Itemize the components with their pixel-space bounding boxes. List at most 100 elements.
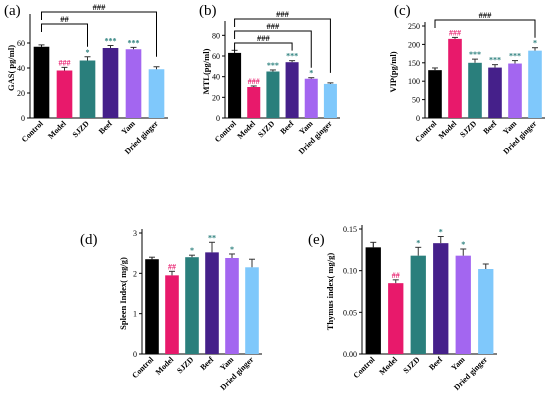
y-tick-label: 20	[17, 89, 25, 98]
significance-label: ###	[59, 58, 71, 67]
bar-beef	[433, 243, 449, 354]
significance-label: ***	[105, 37, 117, 46]
significance-label: ***	[286, 52, 298, 61]
significance-label: *	[416, 238, 420, 247]
panel-label: (e)	[308, 232, 325, 248]
comparison-bracket	[234, 18, 331, 73]
comparison-bracket	[234, 42, 293, 51]
significance-label: ##	[392, 271, 400, 280]
y-tick-label: 0	[216, 114, 220, 123]
significance-label: **	[208, 233, 216, 242]
y-tick-label: 100	[408, 77, 420, 86]
y-axis-label: Thymus index( mg/g)	[325, 253, 335, 331]
category-label: Beef	[481, 119, 498, 136]
y-tick-label: 0	[133, 350, 137, 359]
significance-label: *	[309, 69, 313, 78]
bar-dried-ginger	[245, 267, 259, 354]
bracket-label: ###	[93, 2, 107, 12]
y-tick-label: 0	[416, 114, 420, 123]
y-tick-label: 1	[133, 310, 137, 319]
significance-label: ***	[128, 38, 140, 47]
panel-label: (b)	[199, 3, 217, 19]
y-tick-label: 0.15	[343, 225, 357, 234]
bar-sjzd	[79, 60, 96, 118]
bar-control	[33, 46, 50, 118]
significance-label: ###	[449, 28, 461, 37]
bracket-label: ##	[60, 14, 69, 24]
category-label: SJZD	[256, 119, 276, 139]
bar-model	[247, 87, 261, 118]
bar-yam	[304, 78, 318, 118]
y-tick-label: 0.00	[343, 350, 357, 359]
bar-yam	[225, 258, 239, 354]
y-tick-label: 60	[212, 52, 220, 61]
y-tick-label: 0.05	[343, 308, 357, 317]
bar-dried-ginger	[148, 69, 165, 118]
significance-label: *	[439, 228, 443, 237]
panel-label: (d)	[80, 232, 98, 248]
category-label: Model	[46, 119, 68, 141]
y-tick-label: 40	[212, 73, 220, 82]
category-label: SJZD	[458, 119, 478, 139]
chart-panel-2: (b)020406080MTL(pg/ml)Control###Model***…	[199, 3, 340, 156]
category-label: Model	[235, 119, 257, 141]
y-tick-label: 200	[408, 40, 420, 49]
bar-dried-ginger	[323, 83, 337, 118]
bar-yam	[125, 49, 142, 118]
category-label: SJZD	[175, 355, 195, 375]
bar-beef	[285, 62, 299, 118]
bar-control	[228, 52, 242, 118]
significance-label: *	[86, 48, 90, 57]
chart-panel-3: (c)050100150200250VIP(pg/ml)Control###Mo…	[388, 3, 545, 156]
bar-sjzd	[410, 255, 426, 354]
bar-yam	[508, 63, 522, 118]
category-label: Beef	[427, 355, 444, 372]
y-tick-label: 40	[17, 64, 25, 73]
comparison-bracket	[41, 23, 88, 47]
category-label: Beef	[198, 355, 215, 372]
significance-label: ##	[168, 262, 176, 271]
y-tick-label: 150	[408, 59, 420, 68]
significance-label: ***	[489, 56, 501, 65]
category-label: Model	[377, 355, 399, 377]
category-label: Model	[437, 119, 459, 141]
y-axis-label: MTL(pg/ml)	[201, 48, 211, 94]
bracket-label: ###	[267, 21, 281, 31]
category-label: Beef	[97, 119, 114, 136]
y-axis-label: GAS( pg/ml)	[6, 45, 16, 91]
category-label: SJZD	[71, 119, 91, 139]
bar-dried-ginger	[478, 269, 494, 354]
category-label: SJZD	[401, 355, 421, 375]
y-tick-label: 60	[17, 39, 25, 48]
y-tick-label: 250	[408, 22, 420, 31]
comparison-bracket	[434, 19, 536, 38]
bar-beef	[488, 67, 502, 118]
y-axis-label: VIP(pg/ml)	[388, 51, 398, 92]
bracket-label: ###	[479, 10, 493, 20]
significance-label: ***	[469, 50, 481, 59]
bar-model	[448, 38, 462, 118]
category-label: Model	[154, 355, 176, 377]
category-label: Beef	[278, 119, 295, 136]
significance-label: *	[533, 39, 537, 48]
bar-yam	[455, 255, 471, 354]
y-tick-label: 3	[133, 229, 137, 238]
bar-control	[145, 259, 159, 354]
bar-sjzd	[266, 71, 280, 118]
y-tick-label: 80	[212, 31, 220, 40]
bracket-label: ###	[276, 9, 290, 19]
panel-label: (a)	[4, 3, 21, 19]
bar-sjzd	[185, 257, 199, 354]
bar-model	[165, 275, 179, 354]
bar-model	[388, 283, 404, 354]
significance-label: *	[230, 245, 234, 254]
significance-label: ***	[267, 61, 279, 70]
category-label: Yam	[120, 119, 138, 137]
significance-label: ###	[248, 77, 260, 86]
bar-model	[56, 70, 73, 118]
bracket-label: ###	[257, 33, 271, 43]
bar-control	[428, 70, 442, 118]
y-axis-label: Spleen Index( mg/g)	[118, 257, 128, 330]
panel-label: (c)	[394, 3, 411, 19]
